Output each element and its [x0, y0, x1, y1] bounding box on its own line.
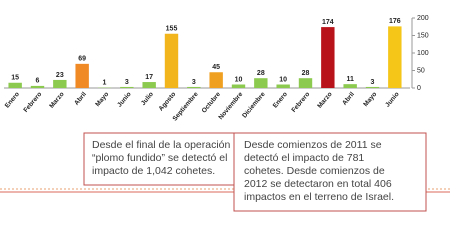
note-text: Desde comienzos de 2011 se	[244, 139, 382, 151]
note-text: cohetes. Desde comienzos de	[244, 165, 385, 177]
x-tick-label: Junio	[384, 91, 401, 109]
value-label: 10	[279, 76, 287, 83]
note-text: detectó el impacto de 781	[244, 152, 364, 164]
bar	[231, 84, 246, 88]
note-text: Desde el final de la operación	[92, 139, 231, 151]
bar	[8, 82, 22, 88]
value-label: 1	[103, 79, 107, 86]
x-tick-label: Abril	[341, 91, 356, 107]
x-tick-label: Marzo	[316, 91, 333, 110]
x-tick-label: Mayo	[94, 91, 110, 108]
x-tick-label: Diciembre	[241, 91, 267, 120]
value-label: 17	[145, 74, 153, 81]
value-label: 15	[11, 75, 19, 82]
y-tick-label: 200	[417, 15, 429, 22]
note-text: impactos en el terreno de Israel.	[244, 191, 394, 203]
note-text: “plomo fundido” se detectó el	[92, 152, 227, 164]
bar	[30, 85, 45, 88]
bar	[276, 84, 290, 88]
note-text: impacto de 1,042 cohetes.	[92, 165, 215, 177]
x-tick-label: Agosto	[158, 91, 178, 113]
x-tick-label: Febrero	[22, 91, 43, 114]
value-label: 6	[36, 78, 40, 85]
value-label: 28	[302, 70, 310, 77]
y-tick-label: 100	[417, 50, 429, 57]
value-label: 23	[56, 72, 64, 79]
bar	[365, 86, 380, 88]
x-tick-label: Abril	[73, 91, 88, 107]
bar	[321, 27, 335, 89]
x-tick-label: Marzo	[48, 91, 65, 110]
y-tick-label: 150	[417, 32, 429, 39]
value-label: 28	[257, 70, 265, 77]
x-tick-label: Enero	[272, 91, 289, 110]
bar	[142, 82, 156, 88]
bar	[298, 78, 313, 88]
value-label: 3	[125, 79, 129, 86]
note-box	[83, 132, 245, 186]
value-label: 155	[166, 26, 178, 33]
bar	[75, 63, 89, 88]
chart: 0 50 100 150 200 15 Enero 6 Febrero 23 Marzo 69 Abri…	[4, 15, 429, 123]
note-box	[233, 132, 427, 212]
x-tick-label: Junio	[116, 91, 133, 109]
note-text: 2012 se detectaron en total 406	[244, 178, 392, 190]
page: 0 50 100 150 200 15 Enero 6 Febrero 23 Marzo 69 Abri…	[0, 15, 450, 212]
value-label: 11	[346, 76, 354, 83]
bar	[388, 26, 402, 88]
y-tick-label: 0	[417, 85, 421, 92]
x-tick-label: Octubre	[201, 91, 223, 115]
bar	[343, 84, 357, 88]
bar	[187, 86, 201, 88]
value-label: 174	[322, 19, 334, 26]
value-label: 3	[192, 79, 196, 86]
value-label: 3	[371, 79, 375, 86]
value-label: 10	[235, 76, 243, 83]
x-tick-label: Febrero	[290, 91, 311, 114]
bar	[209, 72, 223, 88]
bar	[254, 78, 268, 88]
x-tick-label: Mayo	[362, 91, 378, 108]
bar	[120, 86, 134, 88]
value-label: 176	[389, 18, 401, 25]
bar	[53, 79, 67, 88]
bar	[164, 33, 179, 88]
value-label: 69	[78, 56, 86, 63]
y-tick-label: 50	[417, 67, 425, 74]
x-tick-label: Enero	[4, 91, 21, 110]
x-tick-label: Julio	[140, 91, 155, 107]
value-label: 45	[212, 64, 220, 71]
